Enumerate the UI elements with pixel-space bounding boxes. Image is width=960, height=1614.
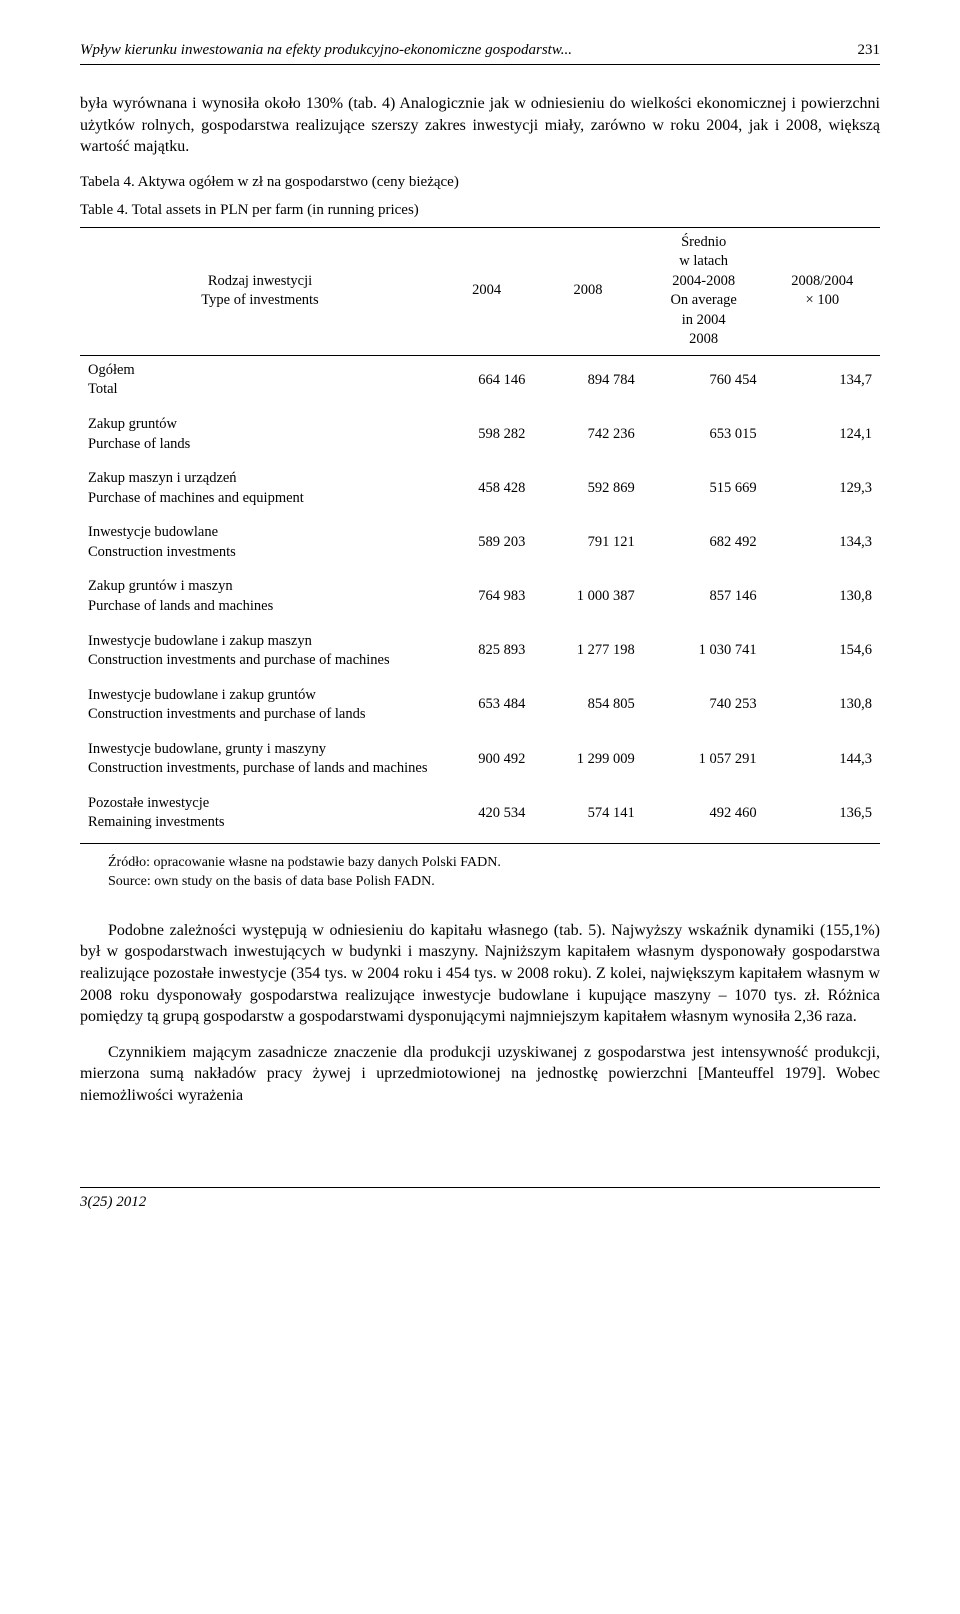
row-label: Inwestycje budowlane i zakup gruntówCons…: [80, 676, 440, 730]
row-value: 653 015: [643, 405, 765, 459]
row-value: 136,5: [765, 784, 880, 844]
row-value: 764 983: [440, 567, 533, 621]
table-row: Inwestycje budowlaneConstruction investm…: [80, 513, 880, 567]
row-value: 130,8: [765, 567, 880, 621]
row-value: 857 146: [643, 567, 765, 621]
row-value: 134,7: [765, 355, 880, 405]
row-value: 124,1: [765, 405, 880, 459]
table-row: Inwestycje budowlane i zakup maszynConst…: [80, 622, 880, 676]
row-value: 130,8: [765, 676, 880, 730]
row-label: Zakup gruntówPurchase of lands: [80, 405, 440, 459]
row-label: Inwestycje budowlane, grunty i maszynyCo…: [80, 730, 440, 784]
source-en: Source: own study on the basis of data b…: [108, 873, 880, 892]
row-value: 664 146: [440, 355, 533, 405]
table-row: Inwestycje budowlane, grunty i maszynyCo…: [80, 730, 880, 784]
row-value: 1 030 741: [643, 622, 765, 676]
footer-issue: 3(25) 2012: [80, 1187, 880, 1212]
col-header-ratio: 2008/2004 × 100: [765, 227, 880, 355]
row-value: 894 784: [533, 355, 642, 405]
row-value: 574 141: [533, 784, 642, 844]
row-value: 825 893: [440, 622, 533, 676]
row-value: 598 282: [440, 405, 533, 459]
row-value: 1 299 009: [533, 730, 642, 784]
col-header-avg: Średnio w latach 2004-2008 On average in…: [643, 227, 765, 355]
table-row: Zakup gruntów i maszynPurchase of lands …: [80, 567, 880, 621]
row-value: 742 236: [533, 405, 642, 459]
body-paragraph-2: Czynnikiem mającym zasadnicze znaczenie …: [80, 1042, 880, 1107]
row-value: 154,6: [765, 622, 880, 676]
table-caption-pl: Tabela 4. Aktywa ogółem w zł na gospodar…: [80, 172, 880, 192]
row-value: 458 428: [440, 459, 533, 513]
row-label: Pozostałe inwestycjeRemaining investment…: [80, 784, 440, 844]
row-value: 854 805: [533, 676, 642, 730]
running-header: Wpływ kierunku inwestowania na efekty pr…: [80, 40, 880, 65]
row-label: OgółemTotal: [80, 355, 440, 405]
table-row: Zakup maszyn i urządzeńPurchase of machi…: [80, 459, 880, 513]
source-pl: Źródło: opracowanie własne na podstawie …: [108, 854, 880, 873]
page-number: 231: [858, 40, 881, 60]
table-row: Zakup gruntówPurchase of lands598 282742…: [80, 405, 880, 459]
row-value: 1 057 291: [643, 730, 765, 784]
table-row: OgółemTotal664 146894 784760 454134,7: [80, 355, 880, 405]
row-value: 492 460: [643, 784, 765, 844]
row-value: 420 534: [440, 784, 533, 844]
row-value: 592 869: [533, 459, 642, 513]
row-value: 589 203: [440, 513, 533, 567]
table-row: Pozostałe inwestycjeRemaining investment…: [80, 784, 880, 844]
row-value: 760 454: [643, 355, 765, 405]
assets-table: Rodzaj inwestycji Type of investments 20…: [80, 227, 880, 845]
row-value: 515 669: [643, 459, 765, 513]
row-value: 144,3: [765, 730, 880, 784]
row-label: Zakup gruntów i maszynPurchase of lands …: [80, 567, 440, 621]
table-source: Źródło: opracowanie własne na podstawie …: [108, 854, 880, 892]
row-value: 1 277 198: [533, 622, 642, 676]
row-label: Zakup maszyn i urządzeńPurchase of machi…: [80, 459, 440, 513]
row-value: 740 253: [643, 676, 765, 730]
row-value: 682 492: [643, 513, 765, 567]
row-value: 653 484: [440, 676, 533, 730]
col-header-type: Rodzaj inwestycji Type of investments: [80, 227, 440, 355]
col-header-2008: 2008: [533, 227, 642, 355]
row-label: Inwestycje budowlaneConstruction investm…: [80, 513, 440, 567]
row-value: 791 121: [533, 513, 642, 567]
table-row: Inwestycje budowlane i zakup gruntówCons…: [80, 676, 880, 730]
body-paragraph-1: Podobne zależności występują w odniesien…: [80, 920, 880, 1028]
row-value: 129,3: [765, 459, 880, 513]
row-value: 900 492: [440, 730, 533, 784]
row-value: 1 000 387: [533, 567, 642, 621]
row-value: 134,3: [765, 513, 880, 567]
intro-paragraph: była wyrównana i wynosiła około 130% (ta…: [80, 93, 880, 158]
table-caption-en: Table 4. Total assets in PLN per farm (i…: [80, 200, 880, 220]
running-title: Wpływ kierunku inwestowania na efekty pr…: [80, 40, 572, 60]
row-label: Inwestycje budowlane i zakup maszynConst…: [80, 622, 440, 676]
col-header-2004: 2004: [440, 227, 533, 355]
